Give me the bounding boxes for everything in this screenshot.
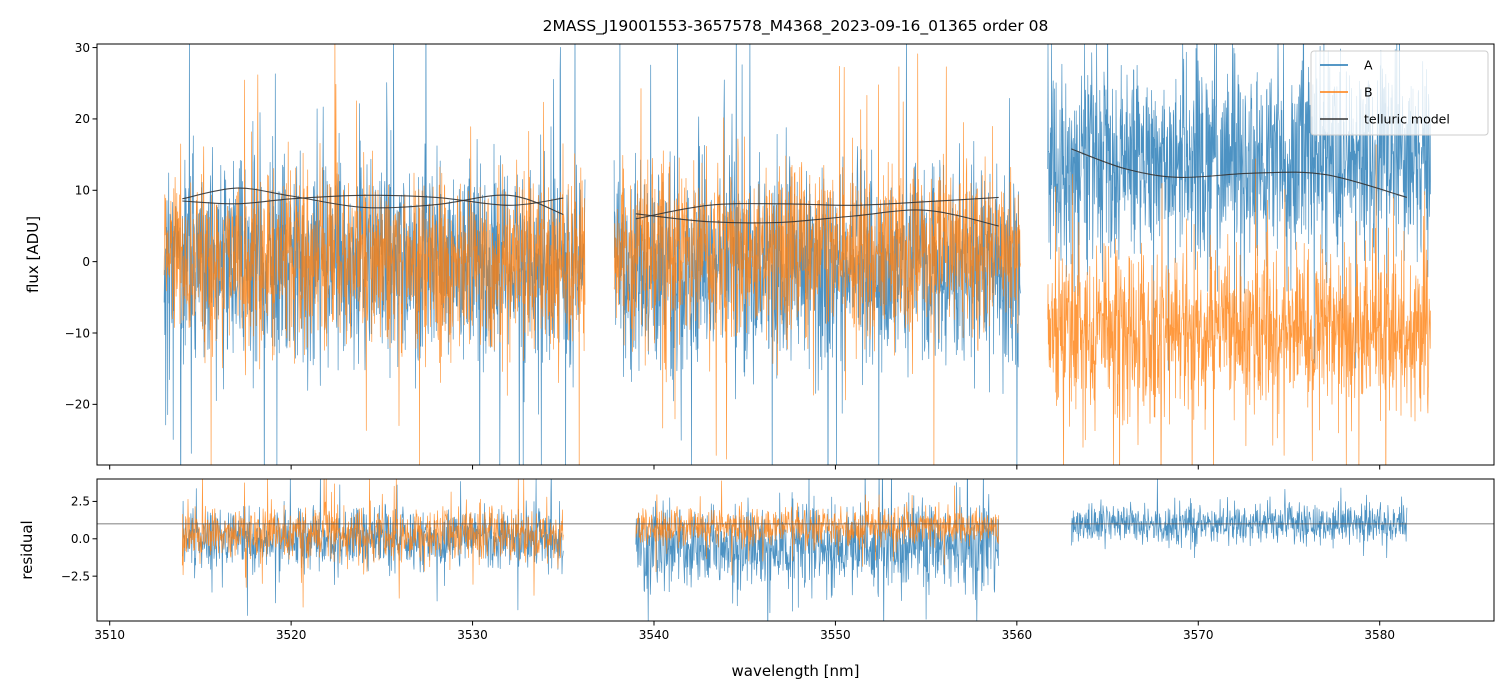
bot-x-tick-label-3560: 3560 [1002,628,1033,642]
residual-y-ticks: −2.5 0.0 2.5 [61,495,97,583]
bot-series-a-segment-2 [635,479,1000,621]
telluric-model-curve-3 [635,196,999,220]
telluric-model-curve-5 [1071,148,1408,198]
top-y-tick-label-10: −10 [65,326,90,340]
bot-x-tick-label-3580: 3580 [1364,628,1395,642]
residual-series-layer [97,479,1494,621]
telluric-model-curve-1 [182,187,564,216]
flux-panel-frame [96,43,1495,466]
top-y-tick-label-20: −20 [65,398,90,412]
x-axis-label: wavelength [nm] [732,662,860,680]
legend-label-b: B [1364,85,1373,100]
flux-series-layer [163,44,1431,465]
legend-label-telluric-model: telluric model [1364,112,1450,127]
top-series-b-segment-2 [613,53,1021,465]
legend-label-a: A [1364,58,1373,73]
bot-series-b-segment-2 [635,480,1000,576]
bot-x-tick-label-3520: 3520 [276,628,307,642]
telluric-model-curve-2 [182,194,564,206]
bot-x-tick-label-3550: 3550 [820,628,851,642]
flux-x-ticks [109,465,1381,470]
bot-x-tick-label-3510: 3510 [94,628,125,642]
residual-panel-frame [96,478,1495,622]
top-y-tick-label-30: 30 [75,41,90,55]
residual-panel: 3510 3520 3530 3540 3550 3560 3570 3580 −2.5 0.0… [18,478,1495,680]
bot-y-tick-label-2-5: 2.5 [71,495,90,509]
bot-series-b-segment-1 [181,479,564,608]
telluric-model-curve-4 [635,209,999,227]
flux-panel: −20 −10 0 10 20 30 flux [ADU] A B telluric mo… [24,41,1495,470]
top-series-b-segment-3 [1047,144,1431,465]
flux-y-ticks: −20 −10 0 10 20 30 [65,41,97,412]
bot-y-tick-label-2-5: −2.5 [61,569,90,583]
residual-x-ticks: 3510 3520 3530 3540 3550 3560 3570 3580 [94,621,1395,642]
chart-title: 2MASS_J19001553-3657578_M4368_2023-09-16… [543,17,1049,36]
residual-y-axis-label: residual [18,520,36,579]
top-series-b-segment-1 [163,44,586,465]
top-y-tick-label-20: 20 [75,112,90,126]
bot-y-tick-label-0-0: 0.0 [71,532,90,546]
bot-x-tick-label-3540: 3540 [639,628,670,642]
top-y-tick-label-0: 0 [82,255,90,269]
legend-box [1310,50,1489,136]
flux-y-axis-label: flux [ADU] [24,216,42,293]
bot-series-a-segment-3 [1070,479,1408,559]
legend: A B telluric model [1310,50,1489,136]
bot-x-tick-label-3570: 3570 [1183,628,1214,642]
bot-x-tick-label-3530: 3530 [457,628,488,642]
top-y-tick-label-10: 10 [75,184,90,198]
